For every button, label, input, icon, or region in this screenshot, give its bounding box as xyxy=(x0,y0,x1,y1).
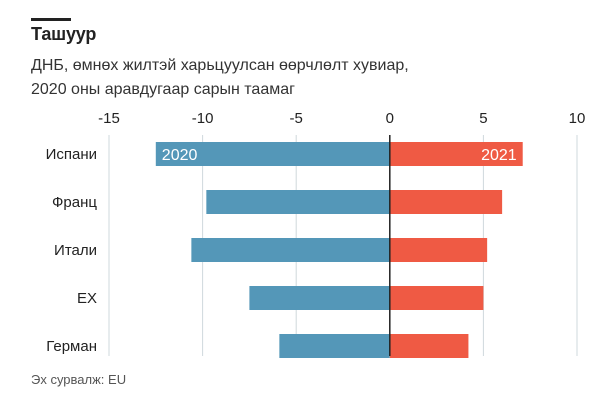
category-label: Франц xyxy=(52,194,97,211)
bar-2021 xyxy=(389,190,503,214)
bar-2020 xyxy=(249,286,390,310)
bar-2021 xyxy=(389,286,484,310)
x-tick-label: -10 xyxy=(192,110,214,127)
subtitle-line-2: 2020 оны аравдугаар сарын таамаг xyxy=(31,81,295,98)
bar-2021 xyxy=(389,334,469,358)
bar-2020 xyxy=(191,238,390,262)
category-label: ЕХ xyxy=(77,290,97,307)
subtitle-line-1: ДНБ, өмнөх жилтэй харьцуулсан өөрчлөлт х… xyxy=(31,57,409,74)
category-label: Испани xyxy=(46,146,97,163)
bar-2020 xyxy=(279,334,390,358)
category-label: Итали xyxy=(54,242,97,259)
x-tick-label: -5 xyxy=(290,110,303,127)
bar-2021 xyxy=(389,238,488,262)
bar-2021 xyxy=(389,142,523,166)
chart-title: Ташуур xyxy=(31,24,97,44)
x-tick-label: 5 xyxy=(479,110,487,127)
chart-subtitle: ДНБ, өмнөх жилтэй харьцуулсан өөрчлөлт х… xyxy=(31,54,409,102)
title-rule xyxy=(31,18,71,21)
x-tick-label: -15 xyxy=(98,110,120,127)
category-label: Герман xyxy=(46,338,97,355)
bar-2020 xyxy=(155,142,390,166)
bar-2020 xyxy=(206,190,390,214)
x-tick-label: 10 xyxy=(569,110,586,127)
series-label-2021: 2021 xyxy=(481,147,517,164)
x-tick-label: 0 xyxy=(386,110,394,127)
series-label-2020: 2020 xyxy=(162,147,198,164)
source-note: Эх сурвалж: EU xyxy=(31,372,127,387)
